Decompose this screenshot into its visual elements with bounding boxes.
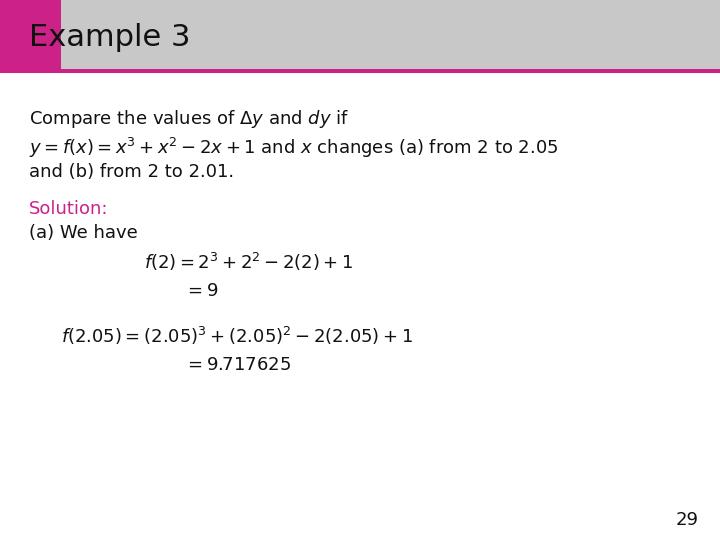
Text: Compare the values of $\Delta y$ and $dy$ if: Compare the values of $\Delta y$ and $dy… xyxy=(29,108,349,130)
FancyBboxPatch shape xyxy=(0,0,61,69)
FancyBboxPatch shape xyxy=(0,0,720,69)
Text: $f(2.05) = (2.05)^3 + (2.05)^2 - 2(2.05) + 1$: $f(2.05) = (2.05)^3 + (2.05)^2 - 2(2.05)… xyxy=(61,325,413,347)
Text: $= 9.717625$: $= 9.717625$ xyxy=(184,356,291,374)
Text: $f(2) = 2^3 + 2^2 - 2(2) + 1$: $f(2) = 2^3 + 2^2 - 2(2) + 1$ xyxy=(144,251,354,273)
FancyBboxPatch shape xyxy=(0,69,720,73)
Text: $= 9$: $= 9$ xyxy=(184,282,218,300)
Text: (a) We have: (a) We have xyxy=(29,224,138,242)
Text: $y = f(x) = x^3 + x^2 - 2x + 1$ and $x$ changes (a) from 2 to 2.05: $y = f(x) = x^3 + x^2 - 2x + 1$ and $x$ … xyxy=(29,136,558,160)
Text: and (b) from 2 to 2.01.: and (b) from 2 to 2.01. xyxy=(29,163,234,181)
Text: Solution:: Solution: xyxy=(29,200,108,218)
Text: Example 3: Example 3 xyxy=(29,23,190,52)
Text: 29: 29 xyxy=(675,511,698,529)
